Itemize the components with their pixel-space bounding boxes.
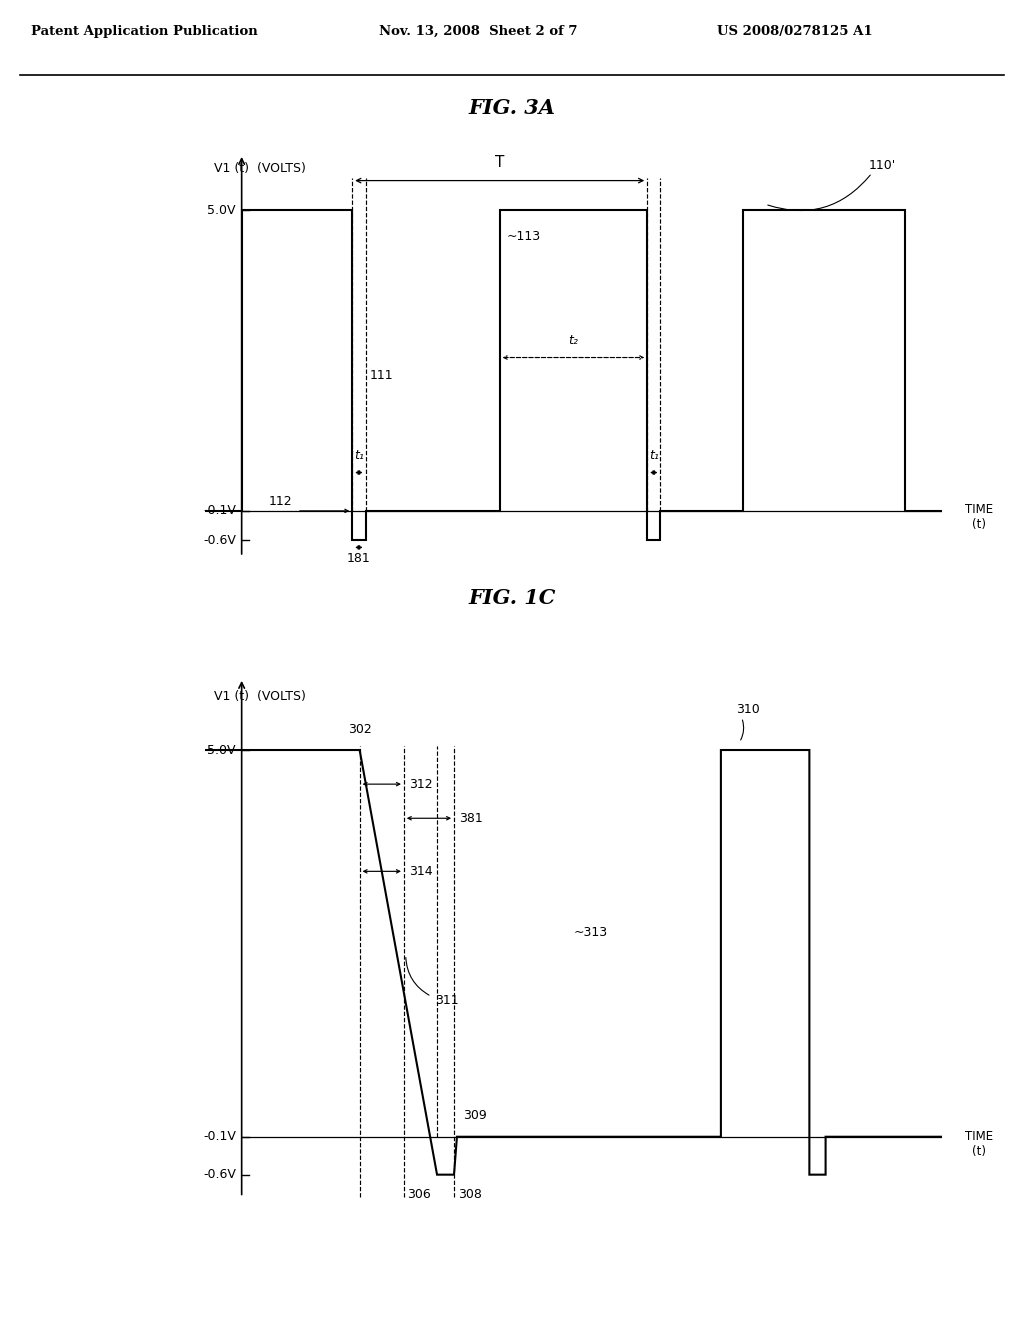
Text: Patent Application Publication: Patent Application Publication	[31, 25, 257, 37]
Text: 314: 314	[409, 865, 433, 878]
Text: Nov. 13, 2008  Sheet 2 of 7: Nov. 13, 2008 Sheet 2 of 7	[379, 25, 578, 37]
Text: -0.6V: -0.6V	[203, 533, 236, 546]
Text: T: T	[495, 154, 505, 170]
Text: t₂: t₂	[568, 334, 579, 347]
Text: 311: 311	[435, 994, 459, 1007]
Text: US 2008/0278125 A1: US 2008/0278125 A1	[717, 25, 872, 37]
Text: 309: 309	[463, 1109, 486, 1122]
Text: FIG. 1C: FIG. 1C	[468, 587, 556, 609]
Text: 312: 312	[409, 777, 433, 791]
Text: t₁: t₁	[354, 449, 364, 462]
Text: 181: 181	[347, 552, 371, 565]
Text: ~313: ~313	[573, 925, 607, 939]
Text: 302: 302	[348, 723, 372, 737]
Text: V1 (t)  (VOLTS): V1 (t) (VOLTS)	[214, 690, 305, 704]
Text: -0.6V: -0.6V	[203, 1168, 236, 1181]
Text: 5.0V: 5.0V	[207, 743, 236, 756]
Text: 111: 111	[370, 368, 393, 381]
Text: TIME
(t): TIME (t)	[965, 503, 993, 531]
Text: -0.1V: -0.1V	[203, 1130, 236, 1143]
Text: V1 (t)  (VOLTS): V1 (t) (VOLTS)	[214, 162, 305, 176]
Text: 381: 381	[459, 812, 483, 825]
Text: 306: 306	[408, 1188, 431, 1201]
Text: TIME
(t): TIME (t)	[965, 1130, 993, 1159]
Text: 110': 110'	[868, 158, 896, 172]
Text: -0.1V: -0.1V	[203, 504, 236, 517]
Text: FIG. 3A: FIG. 3A	[469, 98, 555, 119]
Text: 112: 112	[268, 495, 292, 508]
Text: t₁: t₁	[649, 449, 658, 462]
Text: 308: 308	[458, 1188, 481, 1201]
Text: 310: 310	[735, 702, 760, 715]
Text: ~113: ~113	[507, 230, 542, 243]
Text: 5.0V: 5.0V	[207, 203, 236, 216]
